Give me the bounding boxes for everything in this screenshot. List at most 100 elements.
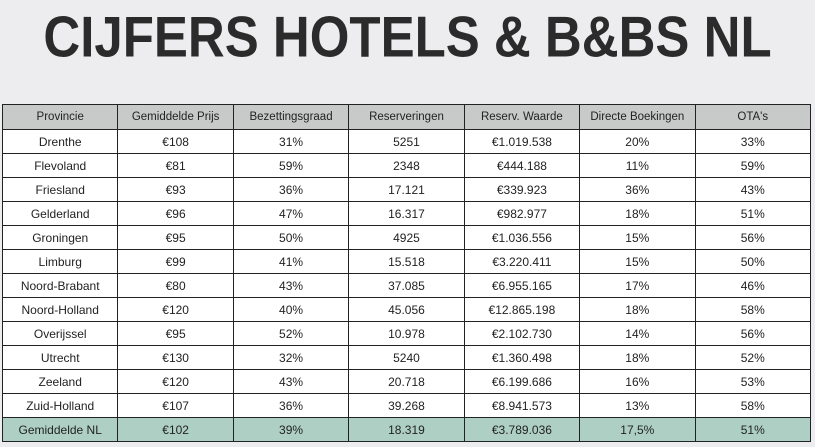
cell-gemiddelde-prijs: €120 xyxy=(117,297,234,322)
cell-gemiddelde-prijs: €102 xyxy=(117,417,234,442)
cell-provincie: Noord-Holland xyxy=(1,297,119,322)
cell-directe-boekingen: 15% xyxy=(579,225,696,250)
cell-gemiddelde-prijs: €81 xyxy=(117,153,234,178)
cell-provincie: Groningen xyxy=(1,225,119,250)
cell-directe-boekingen: 15% xyxy=(579,249,696,274)
cell-provincie: Gelderland xyxy=(1,201,119,226)
cell-otas: 51% xyxy=(694,201,812,226)
cell-reserv-waarde: €8.941.573 xyxy=(463,393,581,418)
cell-provincie: Overijssel xyxy=(1,321,119,346)
cell-otas: 43% xyxy=(694,177,812,202)
cell-bezettingsgraad: 52% xyxy=(232,321,350,346)
cell-provincie: Utrecht xyxy=(1,345,119,370)
cell-bezettingsgraad: 43% xyxy=(232,273,350,298)
cell-directe-boekingen: 18% xyxy=(579,345,696,370)
cell-otas: 51% xyxy=(694,417,812,442)
cell-provincie: Noord-Brabant xyxy=(1,273,119,298)
cell-bezettingsgraad: 36% xyxy=(232,393,350,418)
column-header-bezettingsgraad: Bezettingsgraad xyxy=(232,104,350,130)
table-row: Zuid-Holland €107 36% 39.268 €8.941.573 13% 58… xyxy=(1,393,812,418)
cell-provincie: Flevoland xyxy=(1,153,119,178)
cell-gemiddelde-prijs: €96 xyxy=(117,201,234,226)
cell-otas: 58% xyxy=(694,393,812,418)
table-row: Overijssel €95 52% 10.978 €2.102.730 14% 56% xyxy=(1,321,812,346)
cell-gemiddelde-prijs: €107 xyxy=(117,393,234,418)
table-row: Utrecht €130 32% 5240 €1.360.498 18% 52% xyxy=(1,345,812,370)
table-row: Zeeland €120 43% 20.718 €6.199.686 16% 53% xyxy=(1,369,812,394)
table-row: Gelderland €96 47% 16.317 €982.977 18% 51% xyxy=(1,201,812,226)
cell-otas: 50% xyxy=(694,249,812,274)
cell-provincie: Friesland xyxy=(1,177,119,202)
cell-reserv-waarde: €339.923 xyxy=(463,177,581,202)
table-row: Groningen €95 50% 4925 €1.036.556 15% 56% xyxy=(1,225,812,250)
cell-bezettingsgraad: 59% xyxy=(232,153,350,178)
cell-reserv-waarde: €1.019.538 xyxy=(463,129,581,154)
table-row: Friesland €93 36% 17.121 €339.923 36% 43% xyxy=(1,177,812,202)
cell-directe-boekingen: 17,5% xyxy=(579,417,696,442)
cell-reserveringen: 15.518 xyxy=(348,249,465,274)
average-row: Gemiddelde NL €102 39% 18.319 €3.789.036 17,5… xyxy=(1,417,812,442)
cell-reserv-waarde: €6.199.686 xyxy=(463,369,581,394)
cell-gemiddelde-prijs: €120 xyxy=(117,369,234,394)
cell-directe-boekingen: 17% xyxy=(579,273,696,298)
cell-directe-boekingen: 18% xyxy=(579,297,696,322)
cell-directe-boekingen: 16% xyxy=(579,369,696,394)
cell-otas: 52% xyxy=(694,345,812,370)
table-header-row: Provincie Gemiddelde Prijs Bezettingsgraad… xyxy=(1,104,812,130)
page-title: CIJFERS HOTELS & B&BS NL xyxy=(43,5,772,69)
column-header-provincie: Provincie xyxy=(1,104,119,130)
cell-reserveringen: 18.319 xyxy=(348,417,465,442)
cell-bezettingsgraad: 41% xyxy=(232,249,350,274)
cell-reserv-waarde: €982.977 xyxy=(463,201,581,226)
cell-gemiddelde-prijs: €108 xyxy=(117,129,234,154)
cell-reserv-waarde: €1.360.498 xyxy=(463,345,581,370)
cell-directe-boekingen: 20% xyxy=(579,129,696,154)
cell-otas: 59% xyxy=(694,153,812,178)
column-header-otas: OTA's xyxy=(694,104,812,130)
cell-provincie: Zuid-Holland xyxy=(1,393,119,418)
cell-reserveringen: 37.085 xyxy=(348,273,465,298)
cell-otas: 46% xyxy=(694,273,812,298)
cell-bezettingsgraad: 32% xyxy=(232,345,350,370)
hotels-table: Provincie Gemiddelde Prijs Bezettingsgraad… xyxy=(1,104,812,442)
cell-provincie: Limburg xyxy=(1,249,119,274)
cell-bezettingsgraad: 39% xyxy=(232,417,350,442)
cell-otas: 56% xyxy=(694,321,812,346)
cell-reserveringen: 5240 xyxy=(348,345,465,370)
cell-bezettingsgraad: 40% xyxy=(232,297,350,322)
cell-directe-boekingen: 18% xyxy=(579,201,696,226)
column-header-gemiddelde-prijs: Gemiddelde Prijs xyxy=(117,104,234,130)
cell-directe-boekingen: 13% xyxy=(579,393,696,418)
cell-reserv-waarde: €444.188 xyxy=(463,153,581,178)
cell-directe-boekingen: 14% xyxy=(579,321,696,346)
cell-otas: 33% xyxy=(694,129,812,154)
cell-gemiddelde-prijs: €93 xyxy=(117,177,234,202)
cell-reserv-waarde: €1.036.556 xyxy=(463,225,581,250)
cell-reserveringen: 45.056 xyxy=(348,297,465,322)
cell-reserv-waarde: €3.220.411 xyxy=(463,249,581,274)
cell-gemiddelde-prijs: €130 xyxy=(117,345,234,370)
cell-reserveringen: 20.718 xyxy=(348,369,465,394)
table-row: Drenthe €108 31% 5251 €1.019.538 20% 33% xyxy=(1,129,812,154)
cell-otas: 53% xyxy=(694,369,812,394)
cell-bezettingsgraad: 31% xyxy=(232,129,350,154)
cell-directe-boekingen: 11% xyxy=(579,153,696,178)
cell-bezettingsgraad: 47% xyxy=(232,201,350,226)
cell-reserv-waarde: €6.955.165 xyxy=(463,273,581,298)
column-header-directe-boekingen: Directe Boekingen xyxy=(579,104,696,130)
table-body: Drenthe €108 31% 5251 €1.019.538 20% 33% Flevol… xyxy=(1,129,812,442)
cell-gemiddelde-prijs: €95 xyxy=(117,321,234,346)
cell-provincie: Gemiddelde NL xyxy=(1,417,119,442)
cell-directe-boekingen: 36% xyxy=(579,177,696,202)
cell-bezettingsgraad: 50% xyxy=(232,225,350,250)
cell-reserv-waarde: €3.789.036 xyxy=(463,417,581,442)
cell-reserveringen: 10.978 xyxy=(348,321,465,346)
cell-bezettingsgraad: 43% xyxy=(232,369,350,394)
cell-provincie: Drenthe xyxy=(1,129,119,154)
table-row: Noord-Brabant €80 43% 37.085 €6.955.165 17% 46… xyxy=(1,273,812,298)
cell-reserv-waarde: €12.865.198 xyxy=(463,297,581,322)
cell-bezettingsgraad: 36% xyxy=(232,177,350,202)
cell-gemiddelde-prijs: €80 xyxy=(117,273,234,298)
table-row: Flevoland €81 59% 2348 €444.188 11% 59% xyxy=(1,153,812,178)
cell-reserveringen: 5251 xyxy=(348,129,465,154)
